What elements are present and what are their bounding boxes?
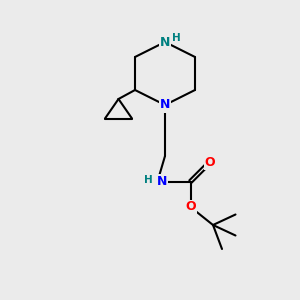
Text: N: N <box>160 35 170 49</box>
Text: H: H <box>172 33 180 43</box>
Text: N: N <box>157 175 167 188</box>
Text: H: H <box>144 175 153 185</box>
Text: O: O <box>205 155 215 169</box>
Text: N: N <box>160 98 170 112</box>
Text: O: O <box>185 200 196 214</box>
